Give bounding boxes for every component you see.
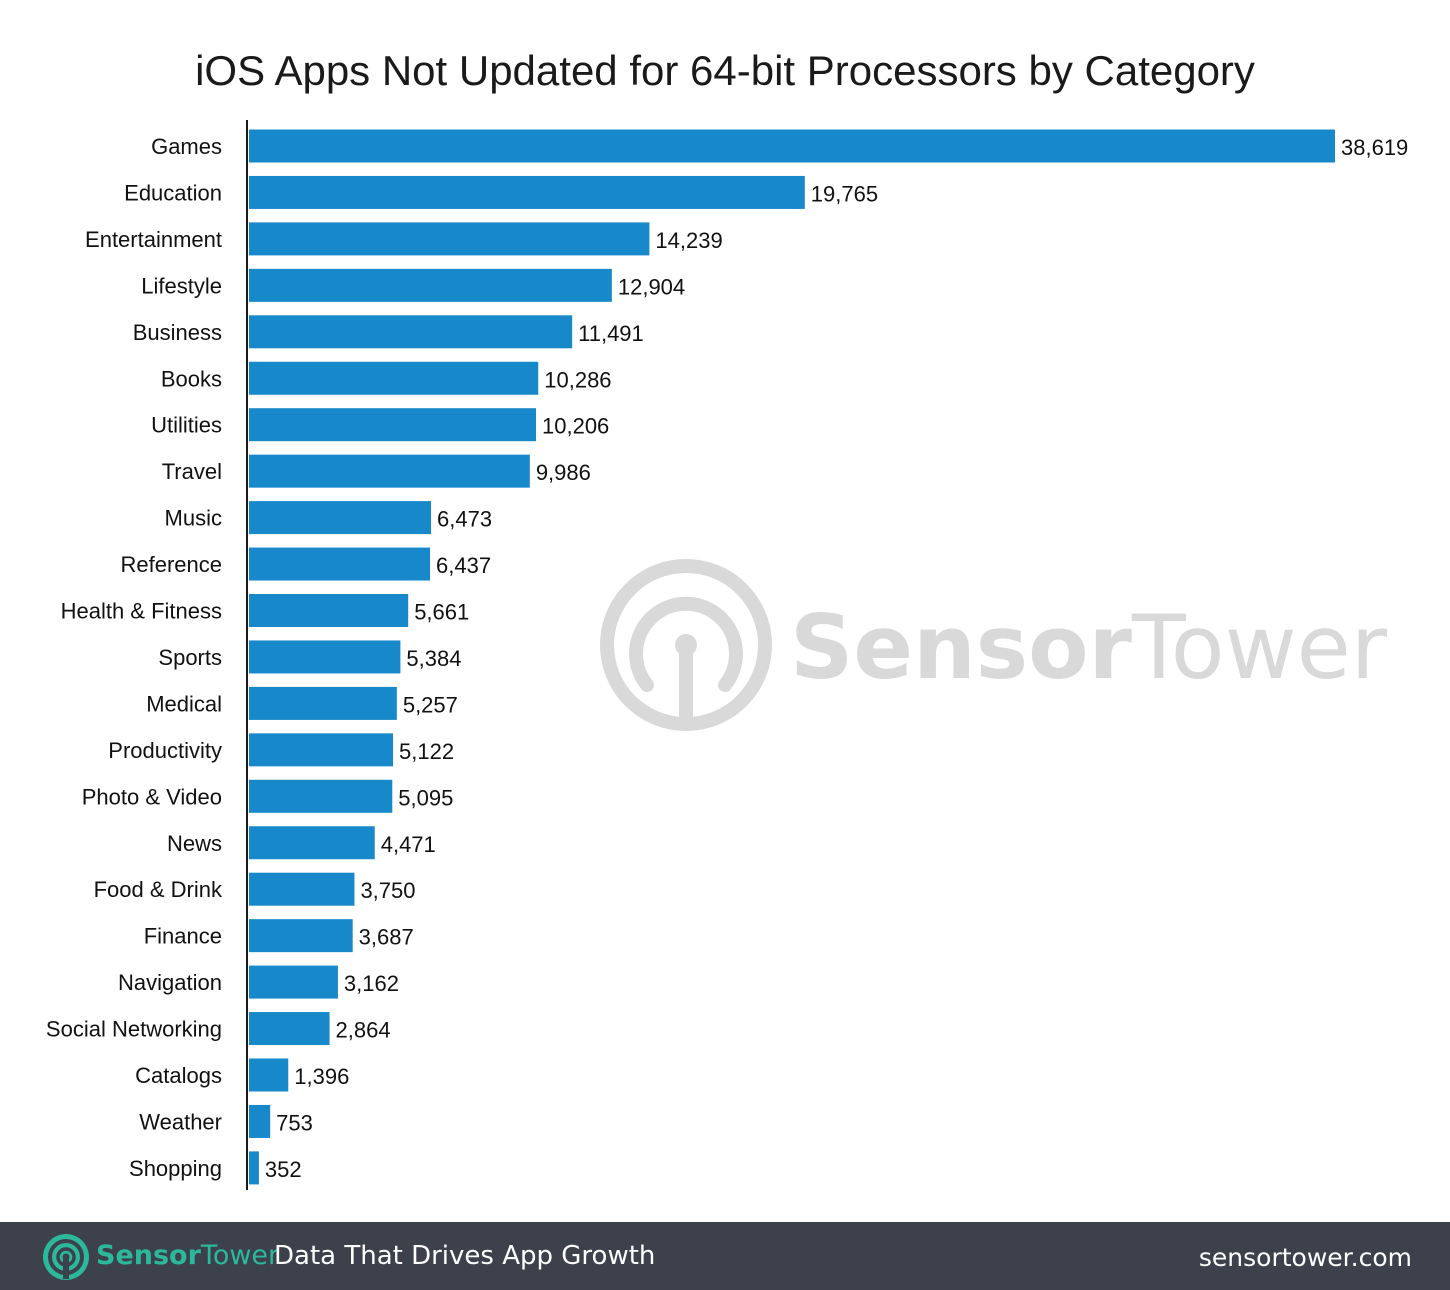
value-label-lifestyle: 12,904 xyxy=(618,274,685,299)
category-label-books: Books xyxy=(161,366,222,391)
bars-layer xyxy=(249,129,1335,1185)
bar-weather xyxy=(249,1104,271,1138)
watermark-brand-bold: Sensor xyxy=(790,596,1133,699)
value-label-navigation: 3,162 xyxy=(344,971,399,996)
category-label-utilities: Utilities xyxy=(151,413,222,438)
footer-brand-bold: Sensor xyxy=(96,1240,201,1271)
value-label-reference: 6,437 xyxy=(436,553,491,578)
bar-chart: iOS Apps Not Updated for 64-bit Processo… xyxy=(46,47,1408,1190)
category-label-medical: Medical xyxy=(146,691,222,716)
category-label-productivity: Productivity xyxy=(108,738,222,763)
bar-games xyxy=(249,129,1335,163)
bar-food-and-drink xyxy=(249,872,355,906)
category-label-entertainment: Entertainment xyxy=(85,227,222,252)
footer-brand: SensorTower xyxy=(96,1238,279,1274)
bar-photo-and-video xyxy=(249,779,393,813)
bar-productivity xyxy=(249,733,394,767)
value-label-productivity: 5,122 xyxy=(399,739,454,764)
category-label-news: News xyxy=(167,831,222,856)
chart-title: iOS Apps Not Updated for 64-bit Processo… xyxy=(195,47,1255,94)
value-labels: 38,619 19,765 14,239 12,904 11,491 10,286 10,2… xyxy=(265,135,1408,1182)
value-label-entertainment: 14,239 xyxy=(655,228,722,253)
value-label-games: 38,619 xyxy=(1341,135,1408,160)
value-label-shopping: 352 xyxy=(265,1157,302,1182)
bar-social-networking xyxy=(249,1012,330,1046)
bar-business xyxy=(249,315,573,349)
value-label-photo-and-video: 5,095 xyxy=(398,785,453,810)
bar-music xyxy=(249,501,432,535)
bar-entertainment xyxy=(249,222,650,256)
category-label-shopping: Shopping xyxy=(129,1156,222,1181)
sensor-tower-logo-icon xyxy=(43,1234,89,1280)
bar-navigation xyxy=(249,965,338,999)
value-label-books: 10,286 xyxy=(544,367,611,392)
category-label-travel: Travel xyxy=(162,459,222,484)
value-label-music: 6,473 xyxy=(437,507,492,532)
category-labels: Games Education Entertainment Lifestyle Busi… xyxy=(46,134,223,1181)
bar-medical xyxy=(249,686,397,720)
category-label-catalogs: Catalogs xyxy=(135,1063,222,1088)
value-label-utilities: 10,206 xyxy=(542,414,609,439)
category-label-health-and-fitness: Health & Fitness xyxy=(61,599,222,624)
bar-utilities xyxy=(249,408,536,442)
bar-news xyxy=(249,826,375,860)
category-label-social-networking: Social Networking xyxy=(46,1017,222,1042)
value-label-social-networking: 2,864 xyxy=(336,1018,391,1043)
value-label-catalogs: 1,396 xyxy=(294,1064,349,1089)
category-label-food-and-drink: Food & Drink xyxy=(94,877,223,902)
bar-finance xyxy=(249,919,353,953)
category-label-music: Music xyxy=(165,506,222,531)
category-label-reference: Reference xyxy=(120,552,222,577)
bar-catalogs xyxy=(249,1058,289,1092)
footer: SensorTower Data That Drives App Growth … xyxy=(0,1222,1450,1290)
value-label-weather: 753 xyxy=(276,1110,313,1135)
value-label-medical: 5,257 xyxy=(403,692,458,717)
bar-sports xyxy=(249,640,401,674)
category-label-games: Games xyxy=(151,134,222,159)
value-label-sports: 5,384 xyxy=(406,646,461,671)
bar-health-and-fitness xyxy=(249,594,409,627)
footer-brand-light: Tower xyxy=(200,1240,280,1271)
watermark-brand: SensorTower xyxy=(790,596,1388,699)
watermark-brand-light: Tower xyxy=(1131,596,1388,699)
category-label-finance: Finance xyxy=(144,924,222,949)
footer-tagline: Data That Drives App Growth xyxy=(274,1241,656,1271)
value-label-food-and-drink: 3,750 xyxy=(360,878,415,903)
bar-books xyxy=(249,361,539,395)
bar-reference xyxy=(249,547,431,581)
category-label-photo-and-video: Photo & Video xyxy=(82,784,222,809)
watermark-logo-icon xyxy=(600,559,772,731)
category-label-weather: Weather xyxy=(139,1109,222,1134)
category-label-navigation: Navigation xyxy=(118,970,222,995)
category-label-sports: Sports xyxy=(158,645,222,670)
category-label-lifestyle: Lifestyle xyxy=(141,273,222,298)
footer-url-link[interactable]: sensortower.com xyxy=(1198,1243,1412,1272)
value-label-health-and-fitness: 5,661 xyxy=(414,600,469,625)
value-label-education: 19,765 xyxy=(811,181,878,206)
category-label-business: Business xyxy=(133,320,222,345)
value-label-news: 4,471 xyxy=(381,832,436,857)
watermark: SensorTower xyxy=(600,559,1388,731)
value-label-travel: 9,986 xyxy=(536,460,591,485)
bar-travel xyxy=(249,454,530,488)
bar-education xyxy=(249,175,805,209)
bar-lifestyle xyxy=(249,268,612,302)
bar-shopping xyxy=(249,1151,259,1185)
category-label-education: Education xyxy=(124,180,222,205)
value-label-finance: 3,687 xyxy=(359,925,414,950)
value-label-business: 11,491 xyxy=(578,321,644,346)
